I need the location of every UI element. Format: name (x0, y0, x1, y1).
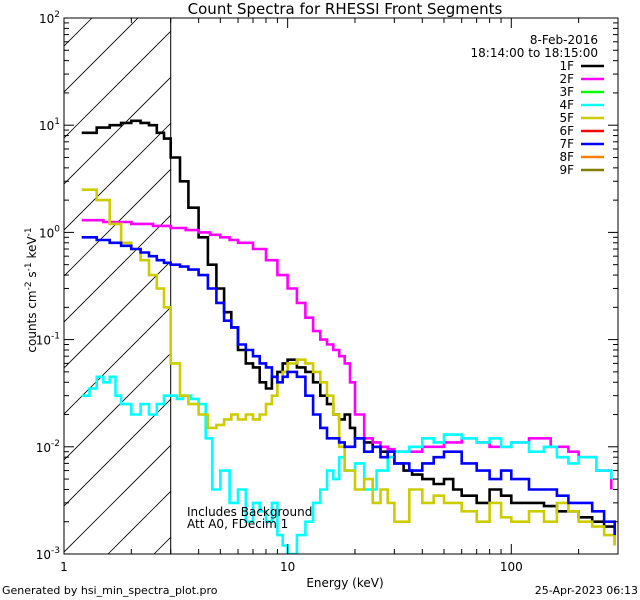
plot-frame (63, 17, 619, 555)
y-tick-label: 101 (39, 117, 60, 133)
series-2F (81, 218, 613, 490)
legend-label: 7F (559, 137, 574, 151)
hatch-line (0, 18, 46, 554)
x-tick-labels: 1 10 100 (60, 560, 523, 574)
hatch-line (64, 260, 171, 369)
hatch-line (292, 18, 640, 554)
background-note: Includes Background (187, 505, 312, 519)
hatch-line (64, 444, 171, 553)
series-1F (81, 119, 616, 546)
y-tick-label: 10-2 (36, 439, 60, 455)
hatch-line (64, 122, 171, 231)
y-tick-label: 102 (39, 10, 60, 26)
hatch-line (64, 18, 93, 47)
generated-timestamp: 25-Apr-2023 06:13 (535, 584, 638, 597)
hatch-line (64, 76, 171, 185)
hatch-line (64, 168, 171, 277)
attenuator-note: Att A0, FDecim 1 (187, 517, 288, 531)
y-tick-label: 10-1 (36, 332, 60, 348)
hatch-line (246, 18, 640, 554)
legend-label: 2F (559, 72, 574, 86)
hatch-line (64, 30, 171, 139)
hatch-line (522, 18, 640, 554)
legend-label: 4F (559, 98, 574, 112)
hatched-region (0, 18, 640, 554)
series-5F (81, 188, 616, 546)
series-4F (81, 375, 613, 554)
x-tick-label: 100 (500, 560, 523, 574)
series-7F (81, 236, 616, 536)
legend-label: 6F (559, 124, 574, 138)
time-range-label: 18:14:00 to 18:15:00 (471, 46, 598, 60)
generated-by: Generated by hsi_min_spectra_plot.pro (2, 584, 218, 597)
date-label: 8-Feb-2016 (530, 33, 598, 47)
hatch-line (64, 18, 139, 93)
legend-label: 9F (559, 163, 574, 177)
hatch-line (64, 352, 171, 461)
legend-label: 5F (559, 111, 574, 125)
legend-label: 8F (559, 150, 574, 164)
hatch-line (64, 214, 171, 323)
x-tick-label: 10 (280, 560, 295, 574)
legend-label: 3F (559, 85, 574, 99)
y-tick-label: 10-3 (36, 546, 60, 562)
hatch-line (568, 18, 640, 554)
hatch-line (64, 398, 171, 507)
chart-title: Count Spectra for RHESSI Front Segments (188, 0, 503, 18)
y-axis-label: counts cm-2 s-1 keV-1 (24, 227, 39, 352)
x-tick-label: 1 (60, 560, 68, 574)
y-tick-labels: 10-3 10-2 10-1 100 101 102 (36, 10, 61, 562)
y-tick-label: 100 (39, 224, 60, 240)
axis-ticks (63, 17, 619, 555)
series-group (81, 119, 616, 554)
legend-label: 1F (559, 59, 574, 73)
hatch-line (430, 18, 640, 554)
x-axis-label: Energy (keV) (306, 576, 383, 590)
